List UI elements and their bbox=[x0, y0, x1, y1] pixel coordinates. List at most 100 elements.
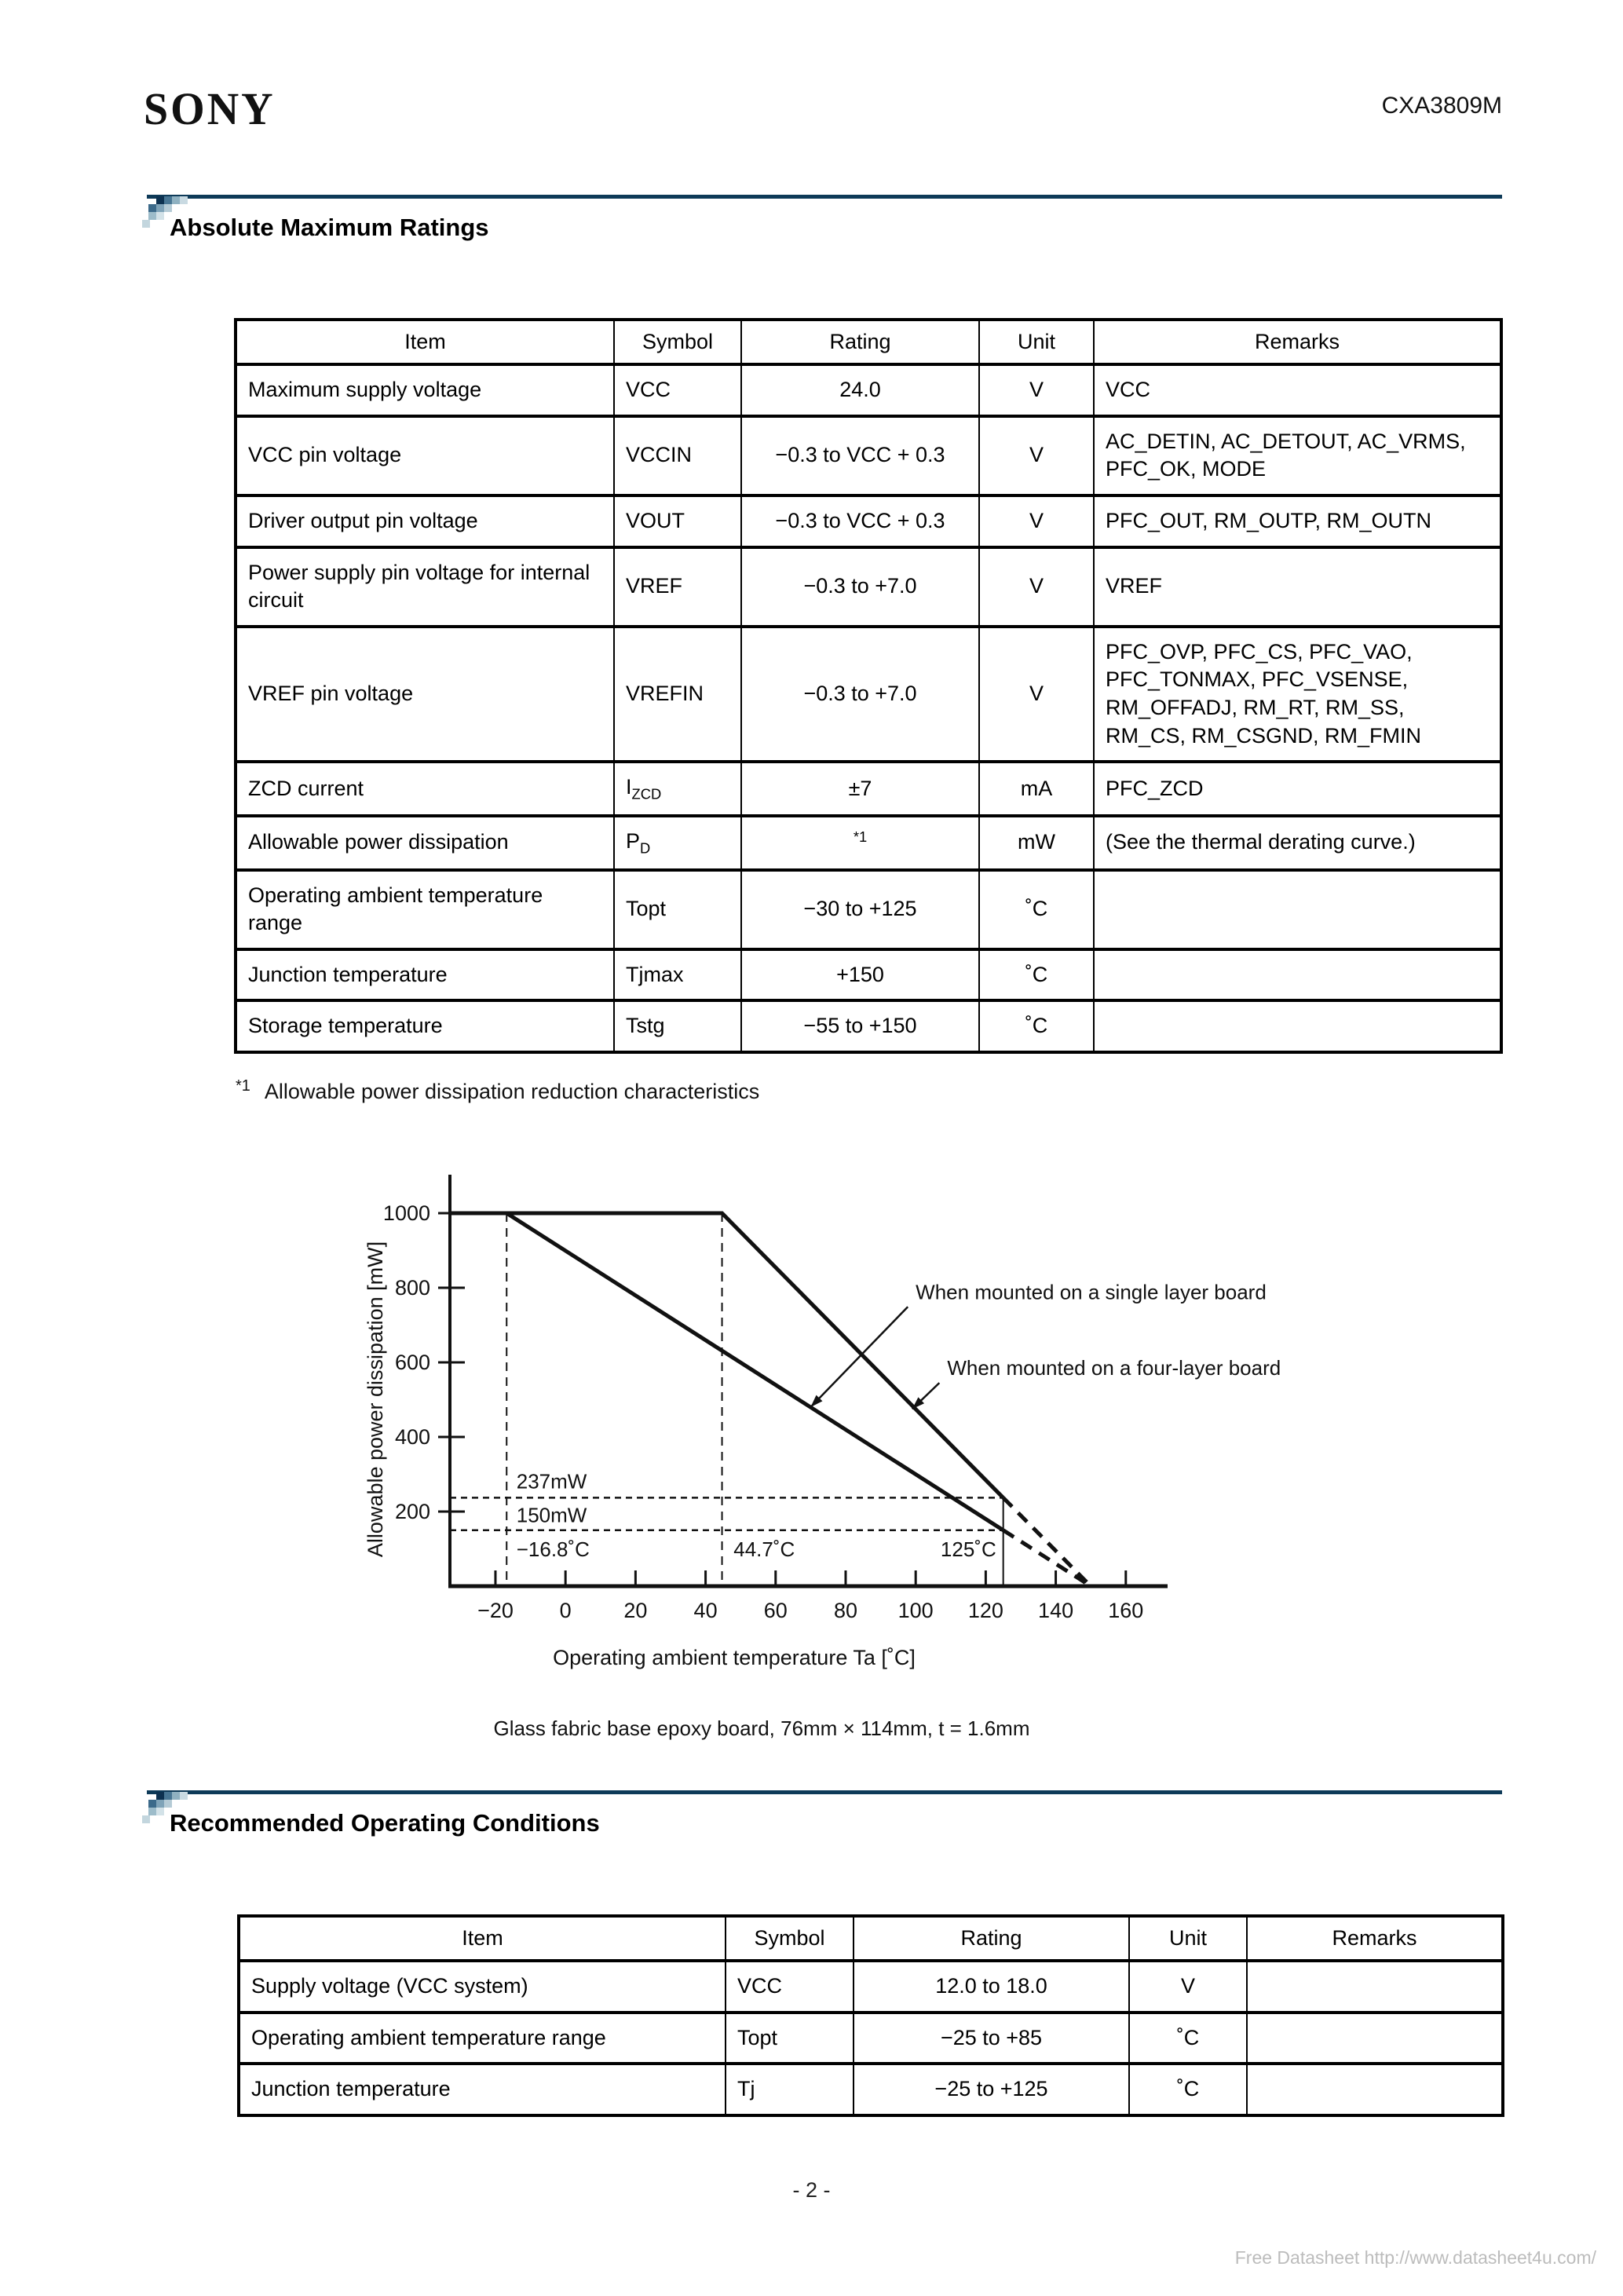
table-row: Storage temperature Tstg −55 to +150 ˚C bbox=[235, 999, 1502, 1052]
symbol-cell: VCC bbox=[725, 1959, 854, 2013]
x-tick-label: 140 bbox=[1038, 1599, 1073, 1622]
footnote: *1 Allowable power dissipation reduction … bbox=[236, 1077, 759, 1104]
x-tick-label: 80 bbox=[834, 1599, 857, 1622]
item-cell: Junction temperature bbox=[238, 2062, 726, 2115]
remarks-cell bbox=[1246, 1959, 1504, 2013]
unit-cell: V bbox=[978, 545, 1095, 627]
symbol-cell: VCCIN bbox=[613, 414, 742, 495]
x-tick-label: 0 bbox=[560, 1599, 572, 1622]
footnote-marker: *1 bbox=[236, 1077, 250, 1095]
item-cell: Driver output pin voltage bbox=[235, 493, 615, 547]
unit-cell: V bbox=[978, 493, 1095, 547]
symbol-cell: VREFIN bbox=[613, 624, 742, 762]
column-header: Remarks bbox=[1093, 320, 1502, 366]
symbol-cell: PD bbox=[613, 813, 742, 870]
sony-logo: SONY bbox=[144, 84, 276, 135]
symbol-cell: VREF bbox=[613, 545, 742, 627]
item-cell: VCC pin voltage bbox=[235, 414, 615, 495]
rating-cell: −30 to +125 bbox=[740, 868, 980, 949]
arrowhead-icon bbox=[912, 1397, 925, 1409]
unit-cell: ˚C bbox=[1128, 2010, 1248, 2064]
symbol-cell: VCC bbox=[613, 363, 742, 416]
rating-cell: −25 to +85 bbox=[853, 2010, 1130, 2064]
leader-arrow bbox=[810, 1306, 909, 1408]
header-row: Item Symbol Rating Unit Remarks bbox=[235, 320, 1502, 366]
four-layer-line-extension bbox=[1001, 1496, 1092, 1588]
column-header: Remarks bbox=[1246, 1916, 1504, 1962]
section-title-absolute-maximum-ratings: Absolute Maximum Ratings bbox=[170, 214, 489, 241]
remarks-cell bbox=[1093, 868, 1502, 949]
column-header: Symbol bbox=[725, 1916, 854, 1962]
section-step-icon bbox=[142, 196, 189, 243]
table-row: Allowable power dissipation PD *1 mW (See th… bbox=[235, 813, 1502, 870]
unit-cell: ˚C bbox=[978, 947, 1095, 1001]
series-label: When mounted on a single layer board bbox=[916, 1280, 1267, 1303]
chart-annotation: 125˚C bbox=[941, 1537, 996, 1561]
column-header: Rating bbox=[853, 1916, 1130, 1962]
rating-cell: −0.3 to VCC + 0.3 bbox=[740, 493, 980, 547]
chart-caption: Glass fabric base epoxy board, 76mm × 11… bbox=[493, 1717, 1029, 1740]
table-row: Supply voltage (VCC system) VCC 12.0 to 18… bbox=[238, 1959, 1504, 2013]
x-tick-label: 120 bbox=[968, 1599, 1003, 1622]
unit-cell: V bbox=[978, 624, 1095, 762]
unit-cell: mA bbox=[978, 760, 1095, 816]
column-header: Item bbox=[235, 320, 615, 366]
recommended-operating-conditions-table: Item Symbol Rating Unit Remarks Supply voltag… bbox=[237, 1914, 1504, 2117]
derating-chart: −20 0 20 40 60 80 100 120 140 160 200 400 600 800 1000… bbox=[364, 1175, 1281, 1740]
item-cell: Maximum supply voltage bbox=[235, 363, 615, 416]
remarks-cell bbox=[1246, 2010, 1504, 2064]
item-cell: VREF pin voltage bbox=[235, 624, 615, 762]
y-tick-label: 800 bbox=[395, 1276, 430, 1300]
column-header: Item bbox=[238, 1916, 726, 1962]
remarks-cell bbox=[1093, 947, 1502, 1001]
page-number: - 2 - bbox=[792, 2178, 831, 2202]
single-layer-line-extension bbox=[1002, 1528, 1092, 1589]
table-row: Operating ambient temperature range Topt −… bbox=[238, 2010, 1504, 2064]
unit-cell: ˚C bbox=[978, 868, 1095, 949]
rating-cell: ±7 bbox=[740, 760, 980, 816]
watermark-text: Free Datasheet http://www.datasheet4u.co… bbox=[1234, 2247, 1596, 2268]
y-tick-label: 1000 bbox=[383, 1201, 430, 1225]
remarks-cell: (See the thermal derating curve.) bbox=[1093, 813, 1502, 870]
item-cell: Allowable power dissipation bbox=[235, 813, 615, 870]
unit-cell: V bbox=[978, 414, 1095, 495]
symbol-cell: VOUT bbox=[613, 493, 742, 547]
section-step-icon bbox=[142, 1792, 189, 1839]
chart-annotation: 237mW bbox=[517, 1470, 587, 1493]
chart-annotation: −16.8˚C bbox=[517, 1537, 590, 1561]
column-header: Unit bbox=[978, 320, 1095, 366]
item-cell: Operating ambient temperature range bbox=[235, 868, 615, 949]
symbol-cell: Topt bbox=[613, 868, 742, 949]
table-row: Driver output pin voltage VOUT −0.3 to VCC… bbox=[235, 493, 1502, 547]
symbol-cell: Tstg bbox=[613, 999, 742, 1052]
remarks-cell bbox=[1093, 999, 1502, 1052]
table-row: ZCD current IZCD ±7 mA PFC_ZCD bbox=[235, 760, 1502, 816]
table-row: Junction temperature Tjmax +150 ˚C bbox=[235, 947, 1502, 1001]
x-tick-label: 160 bbox=[1108, 1599, 1143, 1622]
x-tick-label: 20 bbox=[623, 1599, 647, 1622]
column-header: Unit bbox=[1128, 1916, 1248, 1962]
section-rule bbox=[147, 1790, 1502, 1794]
remarks-cell: PFC_ZCD bbox=[1093, 760, 1502, 816]
absolute-maximum-ratings-table: Item Symbol Rating Unit Remarks Maximum suppl… bbox=[234, 318, 1503, 1054]
x-tick-label: 40 bbox=[694, 1599, 718, 1622]
remarks-cell bbox=[1246, 2062, 1504, 2115]
x-tick-label: −20 bbox=[477, 1599, 514, 1622]
table-row: Operating ambient temperature range Topt −… bbox=[235, 868, 1502, 949]
rating-cell: +150 bbox=[740, 947, 980, 1001]
section-rule bbox=[147, 195, 1502, 199]
symbol-cell: IZCD bbox=[613, 760, 742, 816]
item-cell: Operating ambient temperature range bbox=[238, 2010, 726, 2064]
x-tick-label: 100 bbox=[898, 1599, 934, 1622]
remarks-cell: VCC bbox=[1093, 363, 1502, 416]
rating-cell: −25 to +125 bbox=[853, 2062, 1130, 2115]
rating-cell: 24.0 bbox=[740, 363, 980, 416]
item-cell: Supply voltage (VCC system) bbox=[238, 1959, 726, 2013]
chart-annotation: 150mW bbox=[517, 1503, 587, 1526]
y-axis-title: Allowable power dissipation [mW] bbox=[364, 1241, 387, 1557]
x-tick-label: 60 bbox=[764, 1599, 788, 1622]
document-number: CXA3809M bbox=[1381, 93, 1502, 119]
table-row: Junction temperature Tj −25 to +125 ˚C bbox=[238, 2062, 1504, 2115]
table-row: VREF pin voltage VREFIN −0.3 to +7.0 V PFC_O… bbox=[235, 624, 1502, 762]
